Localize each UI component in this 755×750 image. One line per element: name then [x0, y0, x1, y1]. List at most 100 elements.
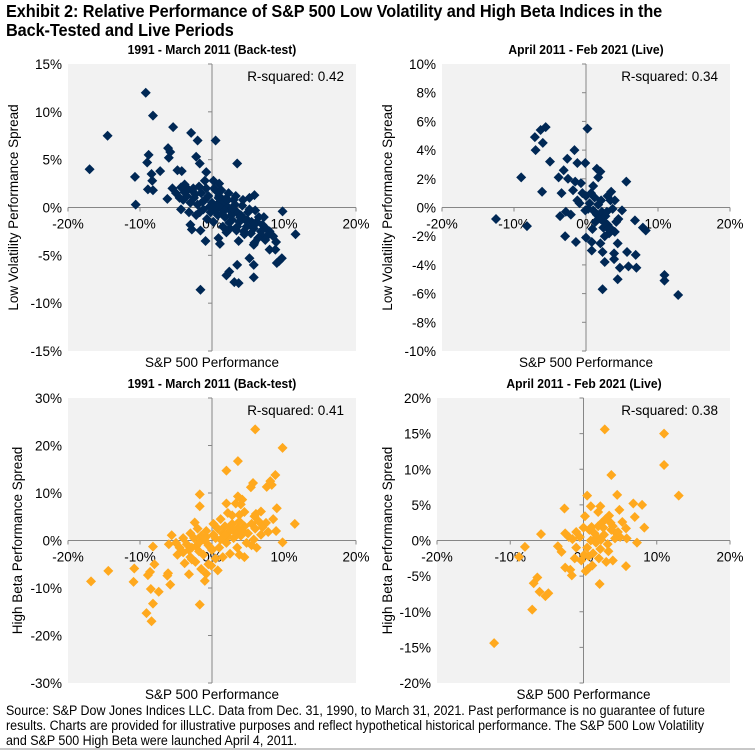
y-tick-label: 5% [411, 498, 431, 513]
data-point [168, 122, 179, 133]
data-point [231, 225, 242, 236]
data-point [597, 284, 608, 295]
data-point [545, 156, 555, 167]
x-tick-label: -20% [426, 217, 458, 232]
y-axis-label: Low Volatility Performance Spread [380, 104, 395, 310]
data-point [559, 503, 570, 514]
data-point [583, 551, 594, 562]
bottom-divider [0, 748, 755, 750]
data-point [176, 166, 187, 177]
data-point [582, 123, 593, 134]
data-point [86, 576, 97, 587]
data-point [245, 228, 256, 239]
x-tick-label: -10% [124, 550, 156, 565]
data-point [221, 498, 232, 509]
data-point [194, 546, 205, 557]
y-tick-label: 30% [35, 391, 62, 406]
data-point [673, 490, 684, 501]
data-point [224, 217, 235, 228]
y-tick-label: -20% [30, 629, 62, 644]
data-point [271, 526, 282, 536]
data-point [217, 208, 228, 219]
data-point [268, 514, 279, 525]
data-point [623, 261, 634, 272]
data-point [185, 528, 196, 539]
data-point [213, 192, 224, 203]
data-point [145, 583, 156, 594]
x-axis-label: S&P 500 Performance [516, 687, 650, 702]
data-point [194, 158, 205, 169]
data-point [630, 249, 641, 260]
panel-title-highbeta-backtest: 1991 - March 2011 (Back-test) [127, 376, 297, 391]
x-axis-label: S&P 500 Performance [145, 687, 279, 702]
data-point [221, 270, 232, 281]
data-point [163, 539, 174, 550]
data-point [581, 232, 591, 243]
data-point [239, 507, 250, 517]
data-point [612, 238, 623, 249]
y-tick-label: 15% [404, 427, 431, 442]
data-point [235, 212, 246, 223]
data-point [199, 175, 210, 186]
data-point [565, 209, 576, 220]
y-tick-label: 0% [42, 201, 62, 216]
data-point [601, 556, 612, 567]
data-point [263, 526, 274, 537]
data-point [186, 224, 197, 235]
data-point [238, 226, 249, 237]
data-point [222, 507, 233, 518]
data-point [245, 482, 256, 493]
r-squared-annotation: R-squared: 0.38 [621, 403, 718, 418]
data-point [201, 167, 212, 178]
data-point [149, 559, 160, 570]
data-point [659, 428, 670, 439]
y-tick-label: -2% [412, 229, 436, 244]
data-point [617, 205, 627, 216]
data-point [521, 221, 532, 232]
data-point [234, 516, 245, 527]
data-point [290, 229, 301, 240]
data-point [593, 172, 604, 183]
data-point [253, 233, 264, 244]
data-point [612, 489, 623, 500]
data-point [277, 206, 288, 217]
data-point [191, 151, 202, 162]
y-tick-label: -6% [412, 287, 436, 302]
data-point [537, 137, 548, 148]
y-tick-label: 0% [42, 534, 62, 549]
data-point [232, 259, 243, 270]
data-point [129, 171, 140, 182]
data-point [153, 586, 164, 597]
data-point [594, 578, 605, 589]
y-tick-label: -4% [412, 258, 436, 273]
data-point [575, 178, 586, 189]
data-point [621, 533, 632, 544]
data-point [628, 498, 639, 509]
data-point [141, 608, 152, 619]
data-point [249, 219, 260, 230]
y-tick-label: -10% [30, 581, 62, 596]
data-point [194, 537, 205, 548]
x-tick-label: 20% [716, 217, 743, 232]
data-point [183, 184, 194, 195]
data-point [165, 579, 176, 590]
data-point [145, 566, 156, 577]
x-tick-label: 10% [644, 217, 671, 232]
data-point [605, 517, 616, 528]
data-point [536, 529, 547, 540]
data-point [237, 194, 248, 205]
data-point [214, 238, 225, 249]
y-tick-label: -15% [399, 640, 431, 655]
y-axis-label: Low Volatility Performance Spread [6, 104, 21, 310]
panel-title-lowvol-backtest: 1991 - March 2011 (Back-test) [127, 42, 297, 57]
r-squared-annotation: R-squared: 0.34 [621, 69, 718, 84]
data-point [277, 537, 288, 548]
x-tick-label: 20% [716, 550, 743, 565]
data-point [249, 511, 260, 522]
data-point [220, 193, 231, 204]
data-point [673, 290, 684, 301]
data-point [237, 525, 248, 536]
data-point [614, 262, 625, 273]
r-squared-annotation: R-squared: 0.42 [247, 69, 344, 84]
